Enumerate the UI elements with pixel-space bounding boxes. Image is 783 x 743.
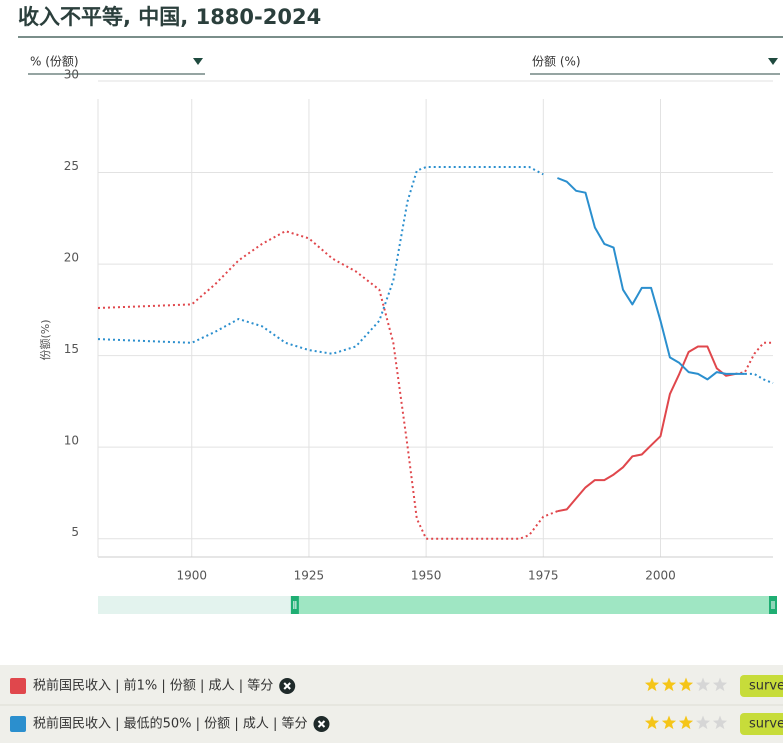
rating-star (678, 715, 694, 730)
dropdown-arrow[interactable] (193, 58, 203, 65)
rating-star (661, 715, 677, 730)
line-dotted (97, 166, 544, 355)
source-button-label[interactable]: surve (749, 679, 783, 694)
legend-swatch (10, 716, 26, 732)
y-tick-label: 30 (64, 68, 79, 82)
y-tick-label: 5 (71, 525, 79, 539)
right-selector[interactable]: 份额 (%) (532, 55, 581, 69)
line-dotted (744, 372, 774, 385)
dropdown-arrow[interactable] (768, 58, 778, 65)
legend-panel (0, 665, 783, 743)
chart-title: 收入不平等, 中国, 1880-2024 (18, 5, 321, 29)
rating-star (712, 677, 728, 692)
y-tick-label: 20 (64, 251, 79, 265)
y-axis-label: 份额(%) (39, 319, 52, 360)
y-tick-label: 10 (64, 434, 79, 448)
range-handle[interactable] (769, 596, 777, 614)
rating-star (712, 715, 728, 730)
legend-label: 税前国民收入 | 最低的50% | 份额 | 成人 | 等分 (33, 716, 307, 732)
y-tick-label: 15 (64, 342, 79, 356)
rating-star (644, 715, 660, 730)
legend-label: 税前国民收入 | 前1% | 份额 | 成人 | 等分 (33, 678, 273, 694)
x-tick-label: 2000 (645, 569, 676, 583)
line-dotted (735, 341, 773, 375)
legend-swatch (10, 678, 26, 694)
line-solid (557, 345, 736, 513)
x-tick-label: 1925 (294, 569, 325, 583)
rating-star (661, 677, 677, 692)
left-selector[interactable]: % (份额) (30, 55, 79, 69)
range-handle[interactable] (290, 596, 299, 614)
x-tick-label: 1975 (528, 569, 559, 583)
remove-cross (317, 720, 326, 728)
source-button[interactable] (740, 675, 783, 697)
line-solid (557, 177, 745, 381)
line-dotted (97, 230, 558, 540)
x-tick-label: 1900 (176, 569, 207, 583)
rating-star (695, 677, 711, 692)
y-tick-label: 25 (64, 159, 79, 173)
source-button-label[interactable]: surve (749, 717, 783, 732)
rating-star (678, 677, 694, 692)
rating-star (644, 677, 660, 692)
source-button[interactable] (740, 713, 783, 735)
range-selected[interactable] (294, 596, 773, 614)
x-tick-label: 1950 (411, 569, 442, 583)
remove-cross (283, 682, 291, 690)
rating-star (695, 715, 711, 730)
